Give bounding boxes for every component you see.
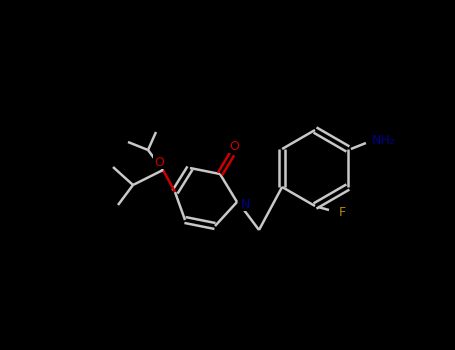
Text: O: O	[229, 140, 239, 153]
Text: F: F	[339, 205, 345, 218]
Text: N: N	[240, 197, 250, 210]
Text: O: O	[154, 155, 164, 168]
Text: NH₂: NH₂	[372, 134, 396, 147]
